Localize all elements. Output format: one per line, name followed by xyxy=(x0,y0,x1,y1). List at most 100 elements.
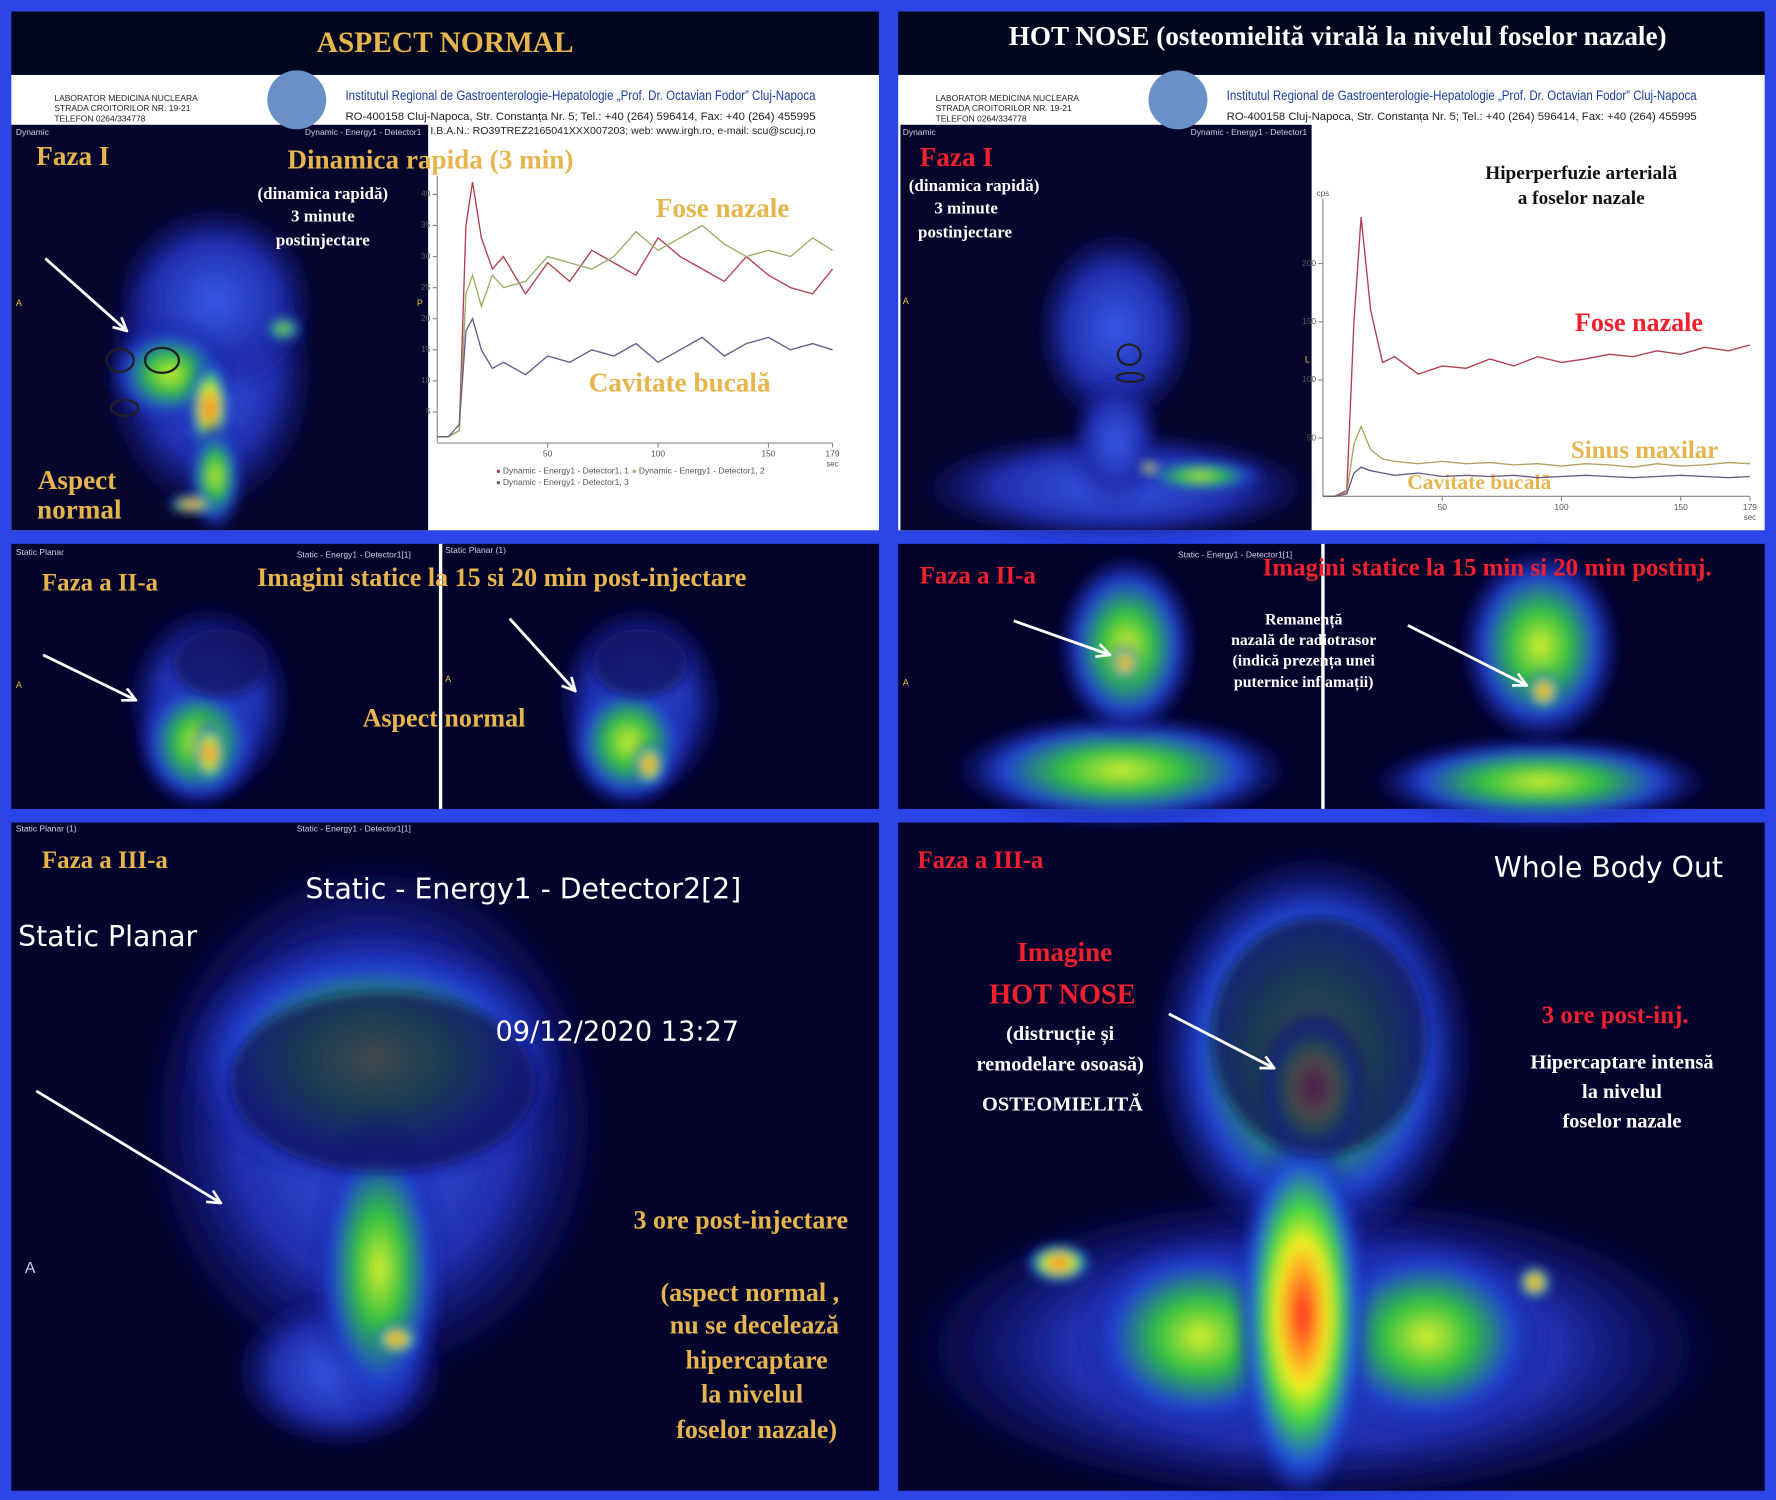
roi-outline xyxy=(143,346,181,374)
text-label: Static Planar xyxy=(18,920,197,953)
text-label: nu se decelează xyxy=(670,1311,839,1340)
x-tick-label: 100 xyxy=(651,449,665,459)
text-label: Hiperperfuzie arterială xyxy=(1485,163,1677,184)
text-label: A xyxy=(16,680,23,690)
text-label: RO-400158 Cluj-Napoca, Str. Constanța Nr… xyxy=(1227,111,1697,123)
text-label: (distrucție și xyxy=(1006,1023,1114,1046)
text-label: A xyxy=(445,674,452,684)
text-label: Dynamic - Energy1 - Detector1 xyxy=(1191,127,1308,137)
text-label: Imagine xyxy=(1017,937,1112,967)
scan-blob xyxy=(1025,1242,1094,1284)
series-line xyxy=(1322,216,1751,497)
text-label: remodelare osoasă) xyxy=(977,1054,1144,1076)
text-label: Dinamica rapida (3 min) xyxy=(287,144,573,174)
scan-shadow xyxy=(173,628,269,697)
y-tick-label: 15 xyxy=(421,344,431,354)
text-label: A xyxy=(16,298,23,308)
scan-blob xyxy=(1234,1121,1371,1500)
scan-blob xyxy=(373,1323,420,1355)
text-label: 3 minute xyxy=(291,207,355,226)
scan-blob xyxy=(1108,644,1141,681)
text-label: OSTEOMIELITĂ xyxy=(982,1091,1143,1115)
text-label: a foselor nazale xyxy=(1518,188,1645,209)
y-tick-label: 10 xyxy=(421,375,431,385)
x-tick-label: 150 xyxy=(761,449,775,459)
text-label: Faza I xyxy=(920,142,993,172)
text-label: A xyxy=(903,678,910,688)
scan-blob xyxy=(1370,736,1711,828)
scan-blob xyxy=(1517,1265,1552,1300)
x-axis-label: sec xyxy=(826,460,838,469)
text-label: TELEFON 0264/334778 xyxy=(936,113,1027,123)
y-tick-label: 50 xyxy=(1307,432,1317,442)
text-label: Hipercaptare intensă xyxy=(1530,1051,1713,1073)
text-label: TELEFON 0264/334778 xyxy=(54,113,145,123)
text-label: 3 minute xyxy=(934,199,998,218)
y-tick-label: 100 xyxy=(1302,374,1316,384)
arrow xyxy=(1168,1012,1274,1068)
y-axis-label: cps xyxy=(1317,189,1329,198)
text-label: (indică prezența unei xyxy=(1233,652,1376,670)
scan-blob xyxy=(1132,458,1269,493)
text-label: A xyxy=(903,296,910,306)
text-label: P xyxy=(417,298,423,308)
text-label: Static Planar (1) xyxy=(445,545,506,555)
arrow xyxy=(1013,619,1110,655)
text-label: 3 ore post-inj. xyxy=(1542,1002,1689,1029)
text-label: Whole Body Out xyxy=(1494,851,1723,884)
text-label: LABORATOR MEDICINA NUCLEARA xyxy=(54,93,198,103)
scan-shadow xyxy=(229,991,536,1173)
text-label: Faza a II-a xyxy=(920,563,1037,590)
logo xyxy=(1148,70,1208,130)
arrow xyxy=(42,653,136,700)
x-tick-label: 100 xyxy=(1554,502,1568,512)
text-label: ASPECT NORMAL xyxy=(317,27,574,59)
text-label: Faza a III-a xyxy=(42,847,168,874)
text-label: Static - Energy1 - Detector1[1] xyxy=(1178,549,1292,559)
logo xyxy=(267,70,327,130)
text-label: Sinus maxilar xyxy=(1571,437,1718,464)
legend-label: Dynamic - Energy1 - Detector1, 1 xyxy=(503,466,629,476)
scan-blob xyxy=(1138,461,1161,475)
x-tick-label: 179 xyxy=(825,449,839,459)
text-label: Static - Energy1 - Detector2[2] xyxy=(305,872,741,905)
text-label: Faza I xyxy=(36,141,109,171)
text-label: Cavitate bucală xyxy=(1407,470,1551,494)
text-label: Fose nazale xyxy=(1575,308,1703,337)
text-label: hipercaptare xyxy=(685,1346,827,1375)
roi-outline xyxy=(1116,343,1142,367)
text-label: Institutul Regional de Gastroenterologie… xyxy=(1227,88,1697,103)
text-label: postinjectare xyxy=(918,222,1012,241)
text-label: L xyxy=(1305,355,1310,365)
text-label: (dinamica rapidă) xyxy=(258,184,389,203)
text-label: Static Planar xyxy=(16,547,64,557)
arrows xyxy=(35,257,1527,1203)
series-line xyxy=(437,316,833,438)
text-label: STRADA CROITORILOR NR. 19-21 xyxy=(936,103,1072,113)
text-label: (dinamica rapidă) xyxy=(909,176,1040,195)
x-tick-label: 50 xyxy=(1437,502,1447,512)
y-tick-label: 40 xyxy=(421,189,431,199)
text-label: nazală de radiotrasor xyxy=(1231,632,1376,649)
text-label: I.B.A.N.: RO39TREZ2165041XXX007203; web:… xyxy=(430,126,815,137)
text-label: normal xyxy=(37,494,122,524)
roi-outline xyxy=(1115,371,1146,384)
y-tick-label: 35 xyxy=(421,220,431,230)
text-label: Dynamic - Energy1 - Detector1 xyxy=(305,127,422,137)
scan-blob xyxy=(1458,546,1622,746)
text-label: puternice inflamații) xyxy=(1234,674,1373,692)
text-label: Institutul Regional de Gastroenterologie… xyxy=(345,88,815,103)
scan-blob xyxy=(1070,373,1161,510)
scan-blob xyxy=(951,713,1292,828)
text-label: Faza a III-a xyxy=(917,847,1043,874)
scan-shadow xyxy=(592,628,688,697)
text-label: Remanență xyxy=(1265,612,1343,630)
y-tick-label: 150 xyxy=(1302,316,1316,326)
text-label: Static - Energy1 - Detector1[1] xyxy=(297,824,411,834)
header-band xyxy=(11,11,879,75)
series-line xyxy=(437,181,834,438)
y-tick-label: 20 xyxy=(421,313,431,323)
x-tick-label: 179 xyxy=(1743,502,1757,512)
text-label: HOT NOSE (osteomielită virală la nivelul… xyxy=(1009,21,1667,51)
